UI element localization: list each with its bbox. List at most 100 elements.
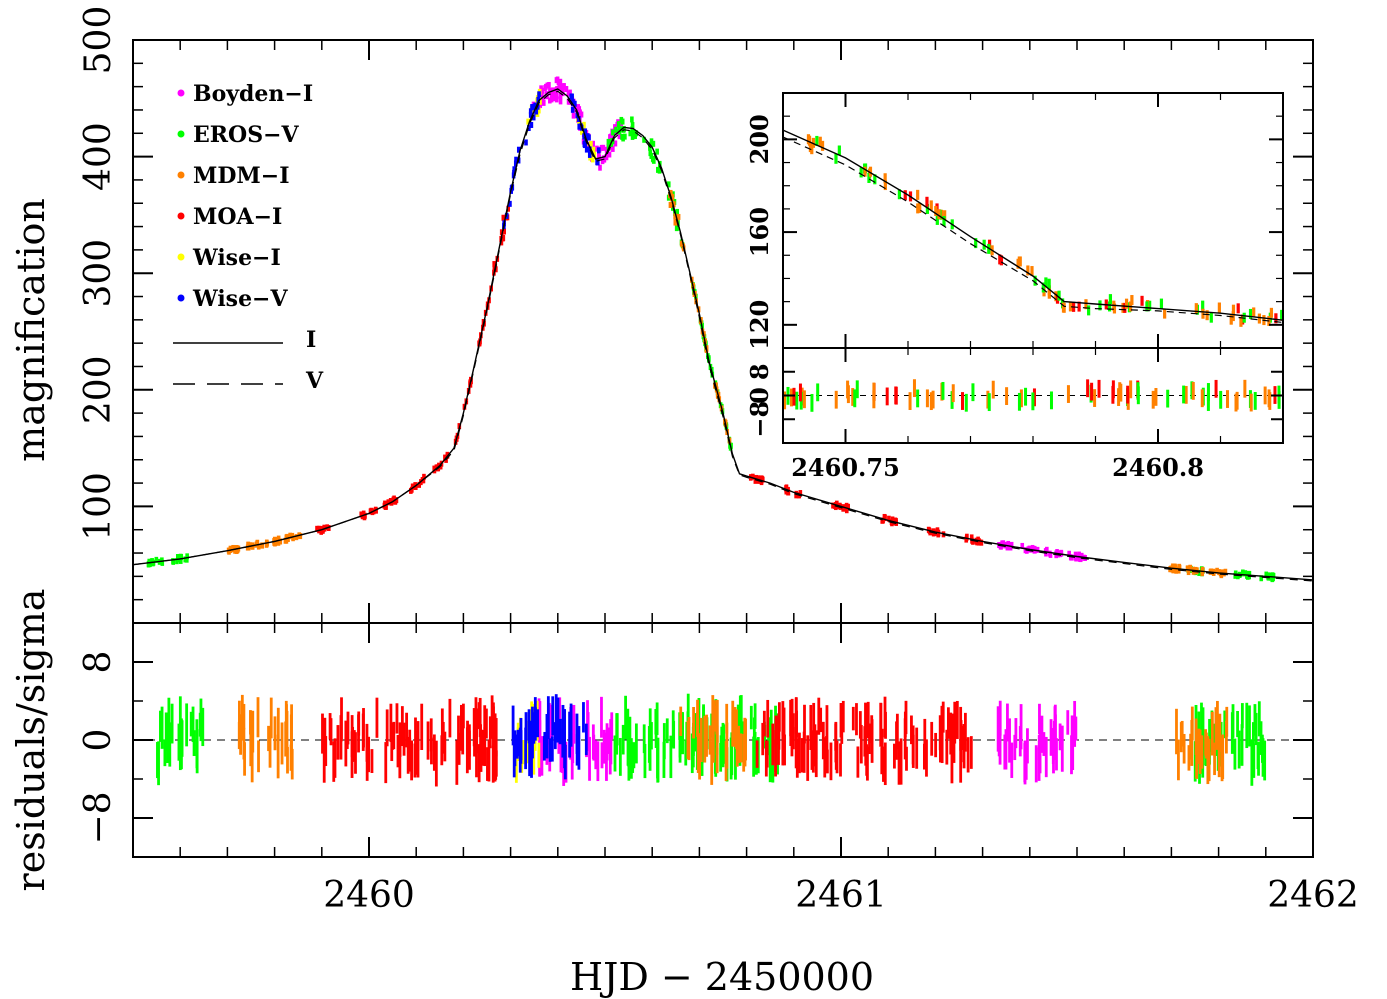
data-point — [171, 558, 175, 565]
residual-point — [558, 702, 561, 734]
data-point — [564, 86, 569, 93]
data-point — [604, 146, 609, 153]
residual-point — [1240, 724, 1244, 766]
inset-residual-point — [1111, 380, 1115, 399]
inset-data-point — [1047, 288, 1051, 299]
residual-point — [800, 738, 804, 773]
residual-point — [868, 723, 871, 754]
residual-point — [1250, 739, 1254, 786]
residual-point — [814, 730, 818, 759]
residual-point — [1058, 723, 1062, 751]
y-axis-title-residuals: residuals/sigma — [9, 589, 53, 892]
residual-point — [840, 711, 844, 744]
residual-point — [771, 723, 775, 766]
data-point — [841, 505, 845, 512]
residual-point — [959, 741, 963, 783]
data-point — [674, 225, 679, 232]
residual-point — [242, 703, 246, 730]
residual-point — [400, 706, 404, 747]
residual-point — [551, 696, 555, 736]
inset-residual-point — [1090, 382, 1094, 401]
inset-data-point — [1084, 299, 1088, 310]
data-point — [628, 130, 633, 137]
inset-data-point — [806, 134, 811, 145]
inset-y-tick-label: 120 — [745, 300, 774, 350]
residual-point — [866, 701, 870, 739]
residual-point — [903, 718, 907, 760]
residual-point — [370, 749, 374, 774]
data-point — [753, 477, 758, 484]
inset-data-point — [1257, 313, 1262, 324]
residual-point — [725, 703, 729, 734]
data-point — [835, 500, 839, 507]
residual-point — [1251, 722, 1255, 754]
data-point — [1020, 542, 1025, 549]
data-point — [536, 96, 541, 103]
y-tick-label: 0 — [78, 729, 119, 752]
model-curve-I — [132, 88, 1314, 581]
data-point — [409, 487, 413, 494]
residual-point — [681, 712, 684, 755]
data-point — [599, 144, 604, 151]
data-point — [573, 106, 577, 113]
data-point — [969, 534, 974, 541]
residual-point — [1180, 720, 1184, 747]
inset-residual-point — [885, 387, 889, 406]
inset-residual-point — [931, 390, 935, 409]
residual-point — [1259, 721, 1263, 755]
residual-point — [705, 714, 708, 757]
residual-point — [708, 725, 712, 755]
residual-point — [762, 710, 766, 737]
residual-point — [753, 703, 757, 729]
data-point — [786, 489, 790, 496]
residual-point — [1215, 715, 1219, 750]
data-point — [1176, 566, 1180, 573]
residual-point — [865, 744, 869, 776]
inset-data-point — [1130, 295, 1134, 306]
inset-residual-point — [1126, 385, 1130, 404]
residual-point — [768, 743, 772, 783]
inset-residual-point — [1019, 389, 1023, 408]
data-point — [1215, 567, 1219, 574]
residual-point — [648, 708, 652, 734]
residual-point — [855, 703, 858, 736]
data-point — [573, 100, 577, 107]
data-point — [1006, 540, 1011, 547]
residual-point — [777, 736, 780, 765]
residual-point — [703, 715, 707, 763]
data-point — [548, 97, 552, 104]
residual-point — [839, 743, 842, 777]
residual-point — [189, 711, 193, 737]
residual-point — [634, 723, 638, 764]
data-point — [227, 548, 231, 555]
data-point — [894, 518, 898, 525]
inset-res-y-tick-label: 8 — [745, 363, 774, 380]
residual-point — [192, 730, 196, 757]
residual-point — [859, 724, 863, 764]
residual-point — [835, 740, 839, 774]
residual-point — [434, 740, 438, 787]
inset-residuals-panel: 8 0−8 2460.75 2460.8 — [745, 93, 1284, 482]
inset-data-point — [1194, 303, 1198, 314]
inset-data-point — [1062, 302, 1066, 313]
inset-residual-point — [810, 393, 814, 412]
residual-point — [531, 706, 534, 733]
data-point — [648, 150, 653, 157]
residual-point — [432, 734, 436, 771]
residual-point — [880, 747, 884, 775]
residual-point — [1263, 740, 1267, 781]
residual-point — [1217, 746, 1221, 778]
residual-point — [605, 743, 608, 781]
residual-point — [477, 702, 481, 730]
residual-point — [1201, 707, 1205, 753]
inset-data-point — [867, 172, 871, 183]
residual-point — [949, 712, 953, 755]
legend-entry-6: I — [173, 327, 316, 353]
data-point — [1043, 548, 1048, 555]
data-point — [501, 235, 505, 242]
inset-data-point — [925, 196, 929, 207]
residual-point — [336, 725, 340, 760]
inset-data-point — [818, 136, 822, 147]
residual-point — [960, 725, 964, 750]
residual-point — [414, 717, 417, 747]
